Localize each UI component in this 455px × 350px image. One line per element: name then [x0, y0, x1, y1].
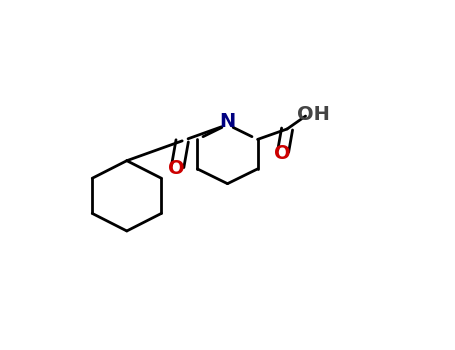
Text: O: O	[274, 144, 290, 163]
Text: O: O	[168, 159, 185, 178]
Text: N: N	[219, 112, 236, 131]
Text: OH: OH	[297, 105, 330, 124]
